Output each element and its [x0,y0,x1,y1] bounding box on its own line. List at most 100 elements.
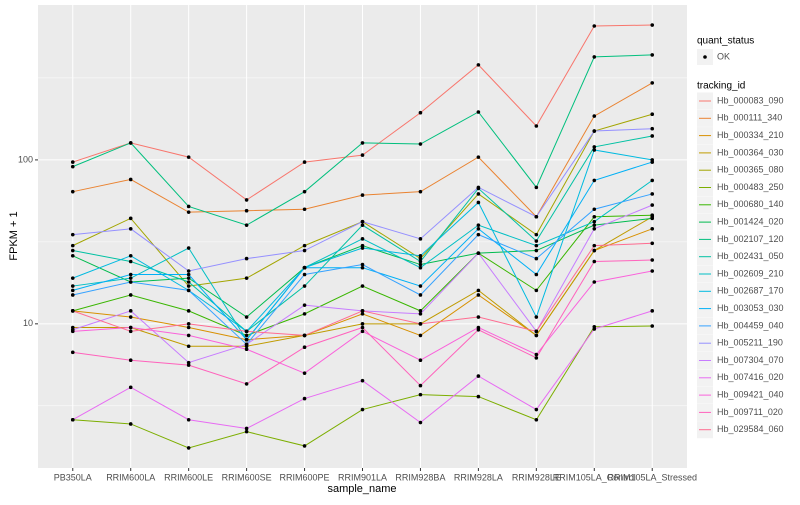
data-point [534,352,539,357]
data-point [128,358,133,363]
data-point [70,160,75,164]
data-point [244,329,249,334]
data-point [186,246,191,250]
data-point [70,350,75,355]
data-point [534,407,539,412]
legend-label: Hb_029584_060 [717,424,784,434]
data-point [650,192,655,196]
data-point [302,265,307,270]
data-point [650,53,655,57]
data-point [592,223,597,227]
data-point [476,293,481,297]
data-point [302,303,307,307]
data-point [476,394,481,399]
data-point [650,23,655,27]
legend-label: Hb_002107_120 [717,234,784,244]
data-point [592,207,597,212]
data-point [128,325,133,330]
x-tick-label: RRIM600LA [106,472,155,482]
data-point [186,155,191,159]
data-point [534,239,539,243]
data-point [360,141,365,145]
legend-symbol [703,55,707,59]
legend-title: quant_status [697,36,754,47]
data-point [650,213,655,217]
data-point [534,256,539,261]
data-point [592,280,597,284]
data-point [186,360,191,365]
data-point [418,254,423,258]
data-point [244,333,249,338]
data-point [302,284,307,288]
data-point [186,269,191,273]
data-point [302,160,307,164]
data-point [418,333,423,338]
data-point [592,248,597,253]
x-tick-label: RRIM600SE [222,472,272,482]
data-point [592,114,597,118]
data-point [592,327,597,331]
data-point [360,312,365,316]
data-point [128,216,133,221]
data-point [418,189,423,194]
data-point [186,276,191,280]
data-point [128,280,133,284]
data-point [476,327,481,332]
data-point [128,226,133,231]
data-point [418,142,423,146]
data-point [244,337,249,342]
data-point [244,429,249,434]
data-point [592,55,597,59]
data-point [70,329,75,334]
data-point [244,208,249,213]
data-point [186,280,191,284]
data-point [186,309,191,313]
x-tick-label: PB350LA [54,472,92,482]
data-point [650,226,655,231]
data-point [476,192,481,196]
data-point [244,347,249,352]
data-point [302,207,307,212]
legend-label: OK [717,51,730,61]
data-point [476,155,481,159]
data-point [186,204,191,209]
data-point [186,288,191,293]
data-point [360,378,365,383]
data-point [70,309,75,313]
data-point [186,322,191,326]
data-point [476,374,481,378]
data-point [186,284,191,288]
data-point [592,243,597,248]
data-point [70,232,75,237]
x-tick-label: RRIM600LE [164,472,213,482]
data-point [592,145,597,149]
data-point [650,126,655,131]
data-point [70,248,75,253]
data-point [476,185,481,190]
data-point [418,383,423,388]
legend-label: Hb_000083_090 [717,95,784,105]
data-point [650,134,655,138]
x-axis-title: sample_name [327,483,396,495]
data-point [70,288,75,293]
data-point [360,246,365,250]
plot-panel [38,5,687,468]
data-point [302,345,307,350]
data-point [128,276,133,280]
legend-label: Hb_005211_190 [717,338,783,348]
data-point [360,284,365,288]
data-point [360,329,365,334]
data-point [476,223,481,227]
data-point [128,272,133,277]
data-point [534,124,539,128]
data-point [534,272,539,277]
data-point [360,219,365,224]
legend-label: Hb_002687_170 [717,286,784,296]
data-point [186,344,191,349]
data-point [592,259,597,264]
data-point [534,333,539,338]
data-point [70,276,75,280]
data-point [302,333,307,338]
legend-label: Hb_000334_210 [717,130,784,140]
